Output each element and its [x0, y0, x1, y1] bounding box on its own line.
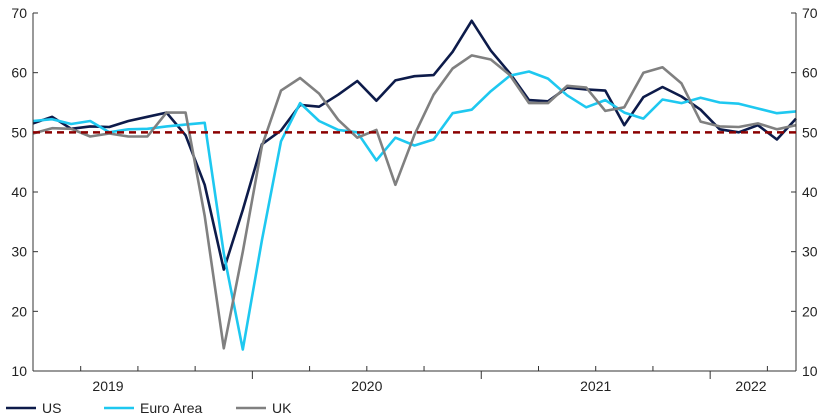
y-tick-label-right-50: 50: [802, 124, 818, 140]
y-tick-label-left-60: 60: [11, 65, 27, 81]
y-tick-label-left-10: 10: [11, 363, 27, 379]
y-tick-label-right-70: 70: [802, 5, 818, 21]
x-year-label-2021: 2021: [580, 378, 611, 394]
legend-label-uk: UK: [272, 400, 292, 416]
series-line-euro-area: [32, 70, 797, 351]
y-tick-label-right-60: 60: [802, 65, 818, 81]
x-year-label-2020: 2020: [351, 378, 382, 394]
y-tick-label-left-20: 20: [11, 303, 27, 319]
y-tick-label-left-40: 40: [11, 184, 27, 200]
x-year-label-2019: 2019: [92, 378, 123, 394]
legend-label-euro-area: Euro Area: [140, 400, 202, 416]
y-tick-label-right-20: 20: [802, 303, 818, 319]
y-tick-label-right-40: 40: [802, 184, 818, 200]
legend: US Euro Area UK: [6, 400, 292, 416]
series-layer: [32, 19, 797, 351]
x-year-label-2022: 2022: [735, 378, 766, 394]
series-line-us: [32, 19, 797, 271]
y-tick-label-left-70: 70: [11, 5, 27, 21]
y-tick-label-right-30: 30: [802, 244, 818, 260]
y-tick-label-right-10: 10: [802, 363, 818, 379]
y-tick-label-left-30: 30: [11, 244, 27, 260]
legend-label-us: US: [42, 400, 61, 416]
series-line-uk: [32, 54, 797, 350]
y-tick-label-left-50: 50: [11, 124, 27, 140]
